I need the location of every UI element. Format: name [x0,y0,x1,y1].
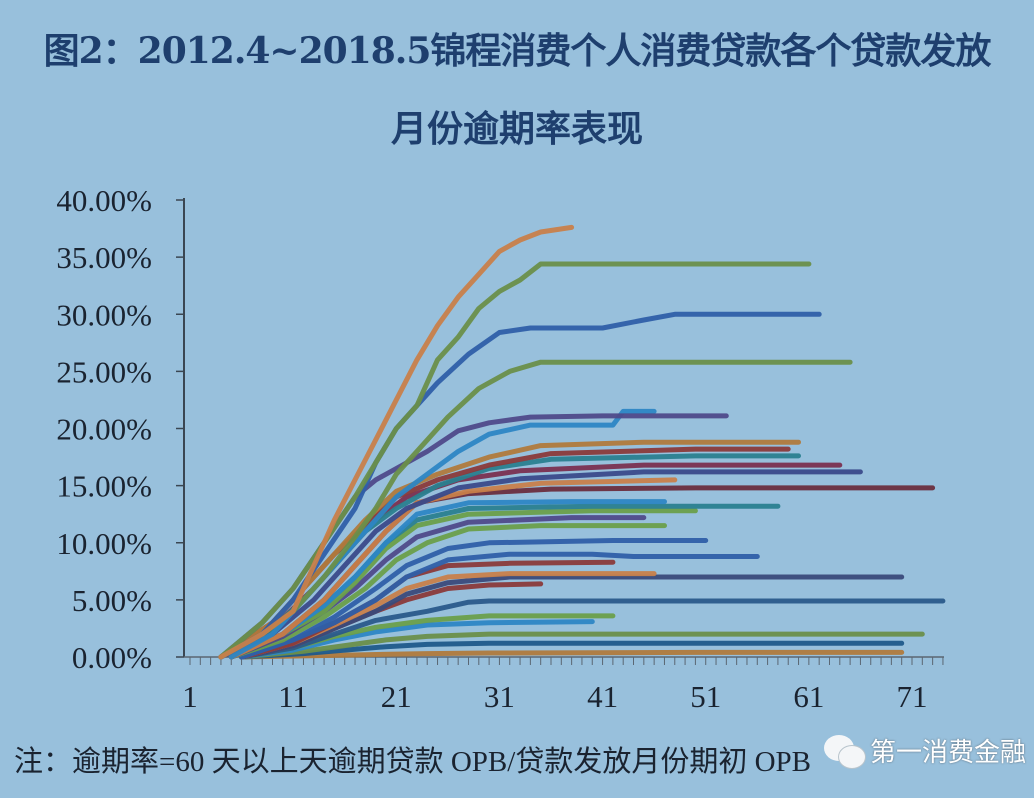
x-tick-label: 51 [690,679,721,714]
y-tick-label: 15.00% [56,469,152,504]
series-line [239,631,925,660]
x-tick-label: 11 [278,679,308,714]
series-line [239,538,709,660]
x-tick-label: 41 [587,679,618,714]
y-tick-label: 5.00% [72,583,152,618]
y-tick-label: 20.00% [56,412,152,447]
y-tick-label: 35.00% [56,240,152,275]
x-tick-label: 61 [793,679,824,714]
chart-title-line1: 图2：2012.4~2018.5锦程消费个人消费贷款各个贷款发放 [43,30,992,72]
y-axis: 0.00% 5.00% 10.00% 15.00% 20.00% 25.00% 30.00%… [56,183,185,675]
series-line [239,640,905,660]
y-tick-label: 25.00% [56,354,152,389]
watermark: 第一消费金融 [822,732,1026,769]
wechat-icon [822,733,866,769]
chart-footnote: 注：逾期率=60 天以上天逾期贷款 OPB/贷款发放月份期初 OPB [14,746,811,778]
x-tick-label: 21 [381,679,412,714]
watermark-text: 第一消费金融 [870,738,1027,768]
x-tick-label: 71 [897,679,928,714]
chart-series [218,224,946,660]
series-line [218,224,575,660]
y-tick-label: 40.00% [56,183,152,218]
series-line [218,261,812,660]
series-line [239,598,946,660]
y-tick-label: 0.00% [72,640,152,675]
series-line [228,523,667,660]
y-tick-label: 30.00% [56,297,152,332]
y-tick-label: 10.00% [56,526,152,561]
chart-title-line2: 月份逾期率表现 [390,108,643,150]
series-line [218,469,863,660]
x-tick-label: 1 [182,679,198,714]
series-line [228,477,678,660]
line-chart: 0.00% 5.00% 10.00% 15.00% 20.00% 25.00% 30.00%… [56,183,946,714]
x-axis: 1 11 21 31 41 51 61 71 [182,656,944,714]
x-tick-label: 31 [484,679,515,714]
